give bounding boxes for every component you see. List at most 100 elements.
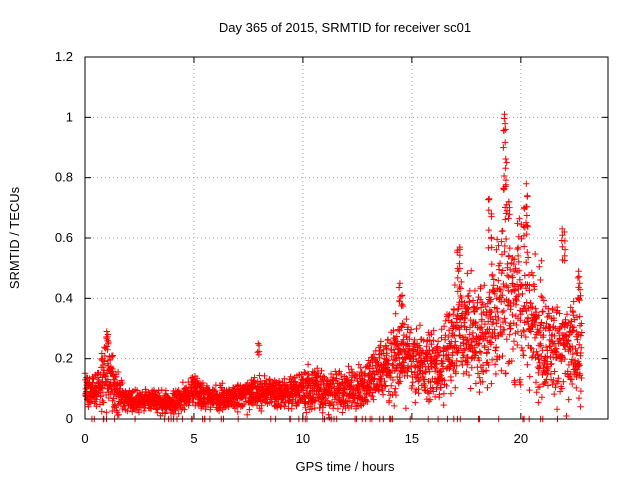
data-point <box>563 311 571 318</box>
data-point <box>390 356 397 363</box>
data-point <box>307 403 314 410</box>
data-point <box>523 259 530 266</box>
data-point <box>559 243 566 250</box>
data-point <box>146 391 153 398</box>
data-point <box>519 308 526 315</box>
data-point <box>99 361 107 369</box>
data-point <box>456 326 463 333</box>
data-point <box>104 337 111 344</box>
data-point <box>528 345 535 352</box>
data-point <box>465 292 472 299</box>
data-point <box>415 385 422 393</box>
data-point <box>472 319 479 326</box>
data-point <box>507 266 514 273</box>
data-point <box>101 358 108 365</box>
data-point <box>509 254 516 262</box>
data-point <box>577 387 585 395</box>
data-point <box>450 311 457 318</box>
data-point <box>211 387 219 395</box>
data-point <box>495 277 502 284</box>
data-point <box>521 302 528 310</box>
data-point <box>318 367 325 374</box>
data-point <box>447 390 455 397</box>
data-point <box>393 341 400 348</box>
data-point <box>503 159 510 166</box>
data-point <box>575 296 583 303</box>
data-points <box>81 111 585 423</box>
data-point <box>456 246 463 253</box>
data-point <box>531 334 539 342</box>
data-point <box>575 273 583 280</box>
data-point <box>501 248 508 256</box>
data-point <box>517 311 524 318</box>
data-point <box>430 337 437 344</box>
data-point <box>488 356 496 364</box>
data-point <box>578 320 585 327</box>
data-point <box>383 350 390 357</box>
data-point <box>175 410 182 417</box>
data-point <box>114 368 122 376</box>
data-point <box>388 382 395 389</box>
data-point <box>551 332 558 340</box>
chart-title: Day 365 of 2015, SRMTID for receiver sc0… <box>219 20 471 35</box>
data-point <box>86 399 94 406</box>
data-point <box>522 219 530 226</box>
data-point <box>348 387 356 395</box>
data-point <box>463 337 471 344</box>
data-point <box>472 349 479 356</box>
data-point <box>293 402 300 410</box>
data-point <box>416 322 424 329</box>
data-point <box>514 245 521 253</box>
data-point <box>551 368 558 375</box>
data-point <box>107 391 114 398</box>
data-point <box>492 313 499 320</box>
data-point <box>440 401 447 409</box>
data-point <box>302 404 309 411</box>
data-point <box>491 330 498 337</box>
data-point <box>534 351 542 358</box>
data-point <box>421 369 429 376</box>
data-point <box>461 333 469 341</box>
data-point <box>396 297 403 305</box>
data-point <box>456 332 464 340</box>
data-point <box>468 364 475 371</box>
data-point <box>474 305 481 312</box>
data-point <box>469 297 477 304</box>
x-tick-label: 10 <box>296 431 310 446</box>
data-point <box>531 283 538 290</box>
data-point <box>434 338 442 345</box>
data-point <box>518 282 526 289</box>
data-point <box>502 165 509 172</box>
data-point <box>100 399 107 406</box>
y-tick-label: 0.2 <box>55 351 73 366</box>
data-point <box>339 409 346 416</box>
data-point <box>501 326 508 334</box>
data-point <box>364 398 371 405</box>
data-point <box>516 276 523 283</box>
data-point <box>385 388 392 395</box>
data-point <box>399 320 406 327</box>
data-point <box>523 230 530 238</box>
data-point <box>402 405 410 412</box>
data-point <box>89 379 96 386</box>
data-point <box>394 326 402 333</box>
data-point <box>437 384 445 391</box>
data-point <box>531 321 539 329</box>
data-point <box>109 365 116 373</box>
data-point <box>490 287 497 294</box>
data-point <box>547 361 554 368</box>
data-point <box>135 409 143 416</box>
data-point <box>490 282 497 289</box>
data-point <box>464 305 471 312</box>
data-point <box>384 336 392 343</box>
data-point <box>485 226 492 234</box>
data-point <box>543 320 550 327</box>
data-point <box>433 385 440 393</box>
data-point <box>526 386 533 394</box>
data-point <box>575 268 582 275</box>
data-point <box>488 260 495 268</box>
data-point <box>355 361 362 368</box>
data-point <box>487 296 495 303</box>
data-point <box>551 390 558 398</box>
